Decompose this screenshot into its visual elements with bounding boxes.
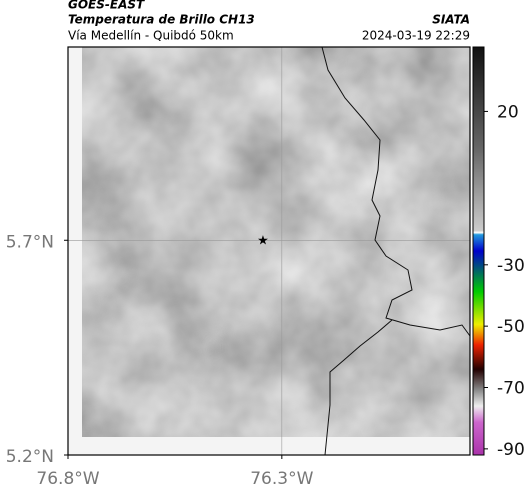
river <box>324 319 393 456</box>
colorbar-tick-label: -30 <box>497 256 525 276</box>
colorbar-tick-label: -90 <box>497 440 525 460</box>
colorbar-tick-label: 20 <box>497 102 519 122</box>
y-tick-label: 5.7°N <box>6 232 54 252</box>
location: Vía Medellín - Quibdó 50km <box>68 29 234 43</box>
city-marker: ★ <box>257 234 269 249</box>
y-tick-label: 5.2°N <box>6 447 54 467</box>
subtitle: Temperatura de Brillo CH13 <box>68 13 255 27</box>
colorbar-ticks: 20 -30 -50 -70 -90 <box>484 102 525 460</box>
map-frame <box>67 46 471 456</box>
colorbar <box>472 46 485 456</box>
timestamp: 2024-03-19 22:29 <box>362 29 470 43</box>
border <box>321 46 471 337</box>
x-tick-label: 76.8°W <box>36 469 99 489</box>
satellite-image <box>82 47 470 437</box>
title: GOES-EAST <box>68 0 145 12</box>
colorbar-tick-label: -70 <box>497 379 525 399</box>
source: SIATA <box>432 13 470 27</box>
colorbar-tick-label: -50 <box>497 317 525 337</box>
x-tick-label: 76.3°W <box>250 469 313 489</box>
